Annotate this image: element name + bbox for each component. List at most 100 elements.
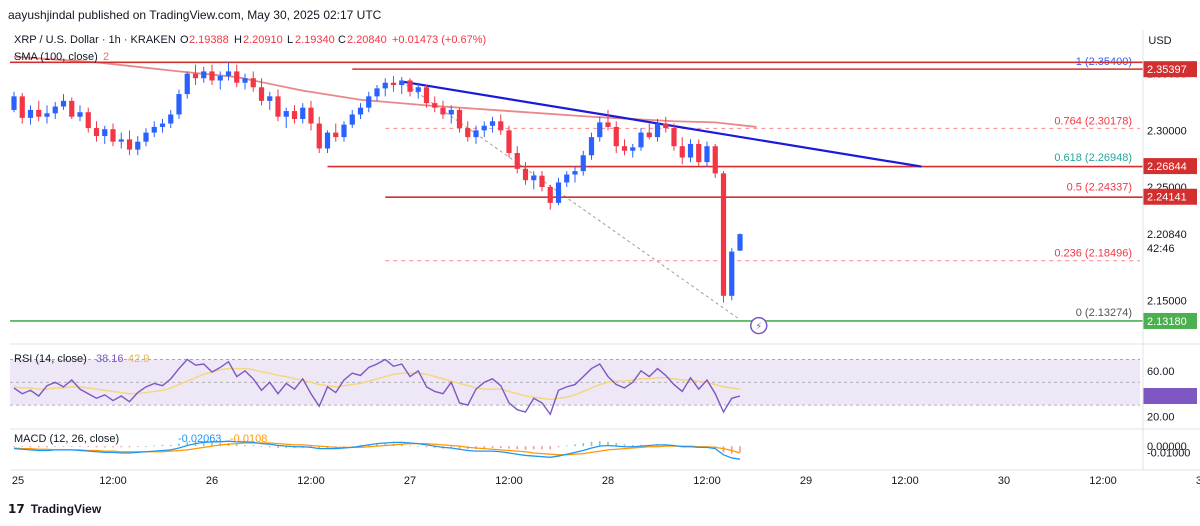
countdown-label: 42:46	[1147, 243, 1175, 255]
candle	[555, 177, 562, 206]
candle-body	[324, 132, 331, 149]
candle	[473, 125, 479, 144]
candle	[390, 75, 397, 92]
candle	[572, 166, 578, 183]
candle	[44, 105, 50, 124]
time-axis-tick-label: 30	[998, 475, 1010, 487]
candle	[687, 139, 694, 163]
price-pane: 1 (2.35400)0.764 (2.30178)0.618 (2.26948…	[10, 55, 1143, 335]
legend-symbol[interactable]: XRP / U.S. Dollar · 1h · KRAKEN	[14, 34, 176, 46]
macd-histogram-bar	[136, 446, 139, 447]
macd-histogram-bar	[153, 445, 156, 447]
candle-body	[308, 107, 314, 124]
macd-histogram-bar	[79, 446, 81, 447]
price-axis-currency: USD	[1148, 35, 1171, 47]
legend-open-label: O	[180, 34, 189, 46]
candle	[36, 100, 42, 122]
candle-body	[498, 121, 504, 131]
candle-body	[448, 109, 454, 115]
rsi-axis-tick-label: 20.00	[1147, 412, 1175, 424]
candle	[283, 107, 289, 129]
alert-marker-glyph: ⚡	[755, 322, 762, 333]
candle	[374, 85, 380, 101]
candle	[184, 71, 190, 99]
legend-change: +0.01473 (+0.67%)	[392, 34, 486, 46]
candle-body	[720, 173, 727, 296]
macd-histogram-bar	[202, 441, 205, 447]
time-axis-tick-label: 25	[12, 475, 24, 487]
candle-body	[184, 73, 190, 95]
candle-body	[341, 124, 347, 138]
candle-body	[696, 143, 702, 163]
candle	[481, 121, 487, 138]
macd-histogram-bar	[491, 446, 494, 448]
macd-histogram-bar	[277, 446, 279, 448]
candle	[638, 128, 644, 151]
candle	[258, 78, 265, 106]
time-axis-tick-label: 12:00	[99, 475, 127, 487]
legend-rsi-label[interactable]: RSI (14, close)	[14, 353, 87, 365]
candle	[605, 109, 611, 131]
candle-body	[176, 94, 182, 115]
sma-line	[13, 55, 757, 128]
time-axis-tick-label: 12:00	[297, 475, 325, 487]
candle	[126, 130, 133, 156]
legend-rsi-value2: 42.9	[128, 353, 149, 365]
candle-body	[143, 132, 149, 142]
macd-histogram-bar	[557, 446, 560, 448]
candle	[250, 71, 256, 92]
candle-body	[275, 96, 281, 117]
candle-body	[638, 132, 644, 148]
macd-histogram-bar	[499, 446, 502, 448]
macd-histogram-bar	[161, 444, 164, 447]
price-badge-label: 2.24141	[1147, 192, 1187, 204]
macd-histogram-bar	[351, 446, 354, 447]
candle-body	[242, 78, 248, 83]
candle-body	[555, 182, 562, 203]
legend-sma-label[interactable]: SMA (100, close)	[14, 51, 98, 63]
candle-body	[267, 96, 273, 101]
macd-histogram-bar	[343, 446, 345, 447]
candle-body	[118, 139, 124, 142]
macd-histogram-bar	[565, 445, 568, 447]
candle	[341, 121, 347, 142]
candle-body	[489, 121, 496, 126]
tradingview-logo[interactable]: 17 TradingView	[8, 502, 101, 516]
legend-open-value: 2.19388	[189, 34, 229, 46]
candle-body	[27, 109, 34, 118]
macd-histogram-bar	[46, 446, 48, 448]
candle-body	[60, 100, 67, 107]
candle	[118, 132, 124, 149]
legend-macd-label[interactable]: MACD (12, 26, close)	[14, 433, 119, 445]
candle	[621, 139, 628, 156]
macd-histogram-bar	[483, 446, 486, 449]
candle	[275, 89, 281, 122]
candle	[737, 233, 743, 252]
candle	[539, 171, 545, 192]
macd-histogram-bar	[128, 446, 131, 448]
candle	[234, 64, 240, 88]
candle	[60, 94, 67, 110]
legend-macd-value1: -0.02063	[178, 433, 221, 445]
candle-body	[473, 130, 479, 138]
macd-histogram-bar	[409, 445, 411, 447]
candle	[77, 105, 83, 122]
candle-body	[547, 187, 553, 203]
macd-histogram-bar	[103, 446, 106, 448]
candle-body	[300, 107, 306, 119]
candle-body	[654, 123, 661, 138]
candle	[613, 121, 619, 153]
candle	[291, 105, 298, 124]
candle-body	[580, 155, 586, 172]
candle-body	[687, 143, 694, 158]
candle-body	[192, 73, 199, 79]
candle-body	[630, 147, 636, 151]
fib-level-label: 0.236 (2.18496)	[1054, 248, 1132, 260]
candle-body	[407, 80, 413, 92]
time-axis-tick-label: 26	[206, 475, 218, 487]
candle	[151, 121, 157, 138]
macd-histogram-bar	[508, 446, 510, 449]
candle	[415, 82, 421, 99]
macd-histogram-bar	[598, 441, 601, 447]
